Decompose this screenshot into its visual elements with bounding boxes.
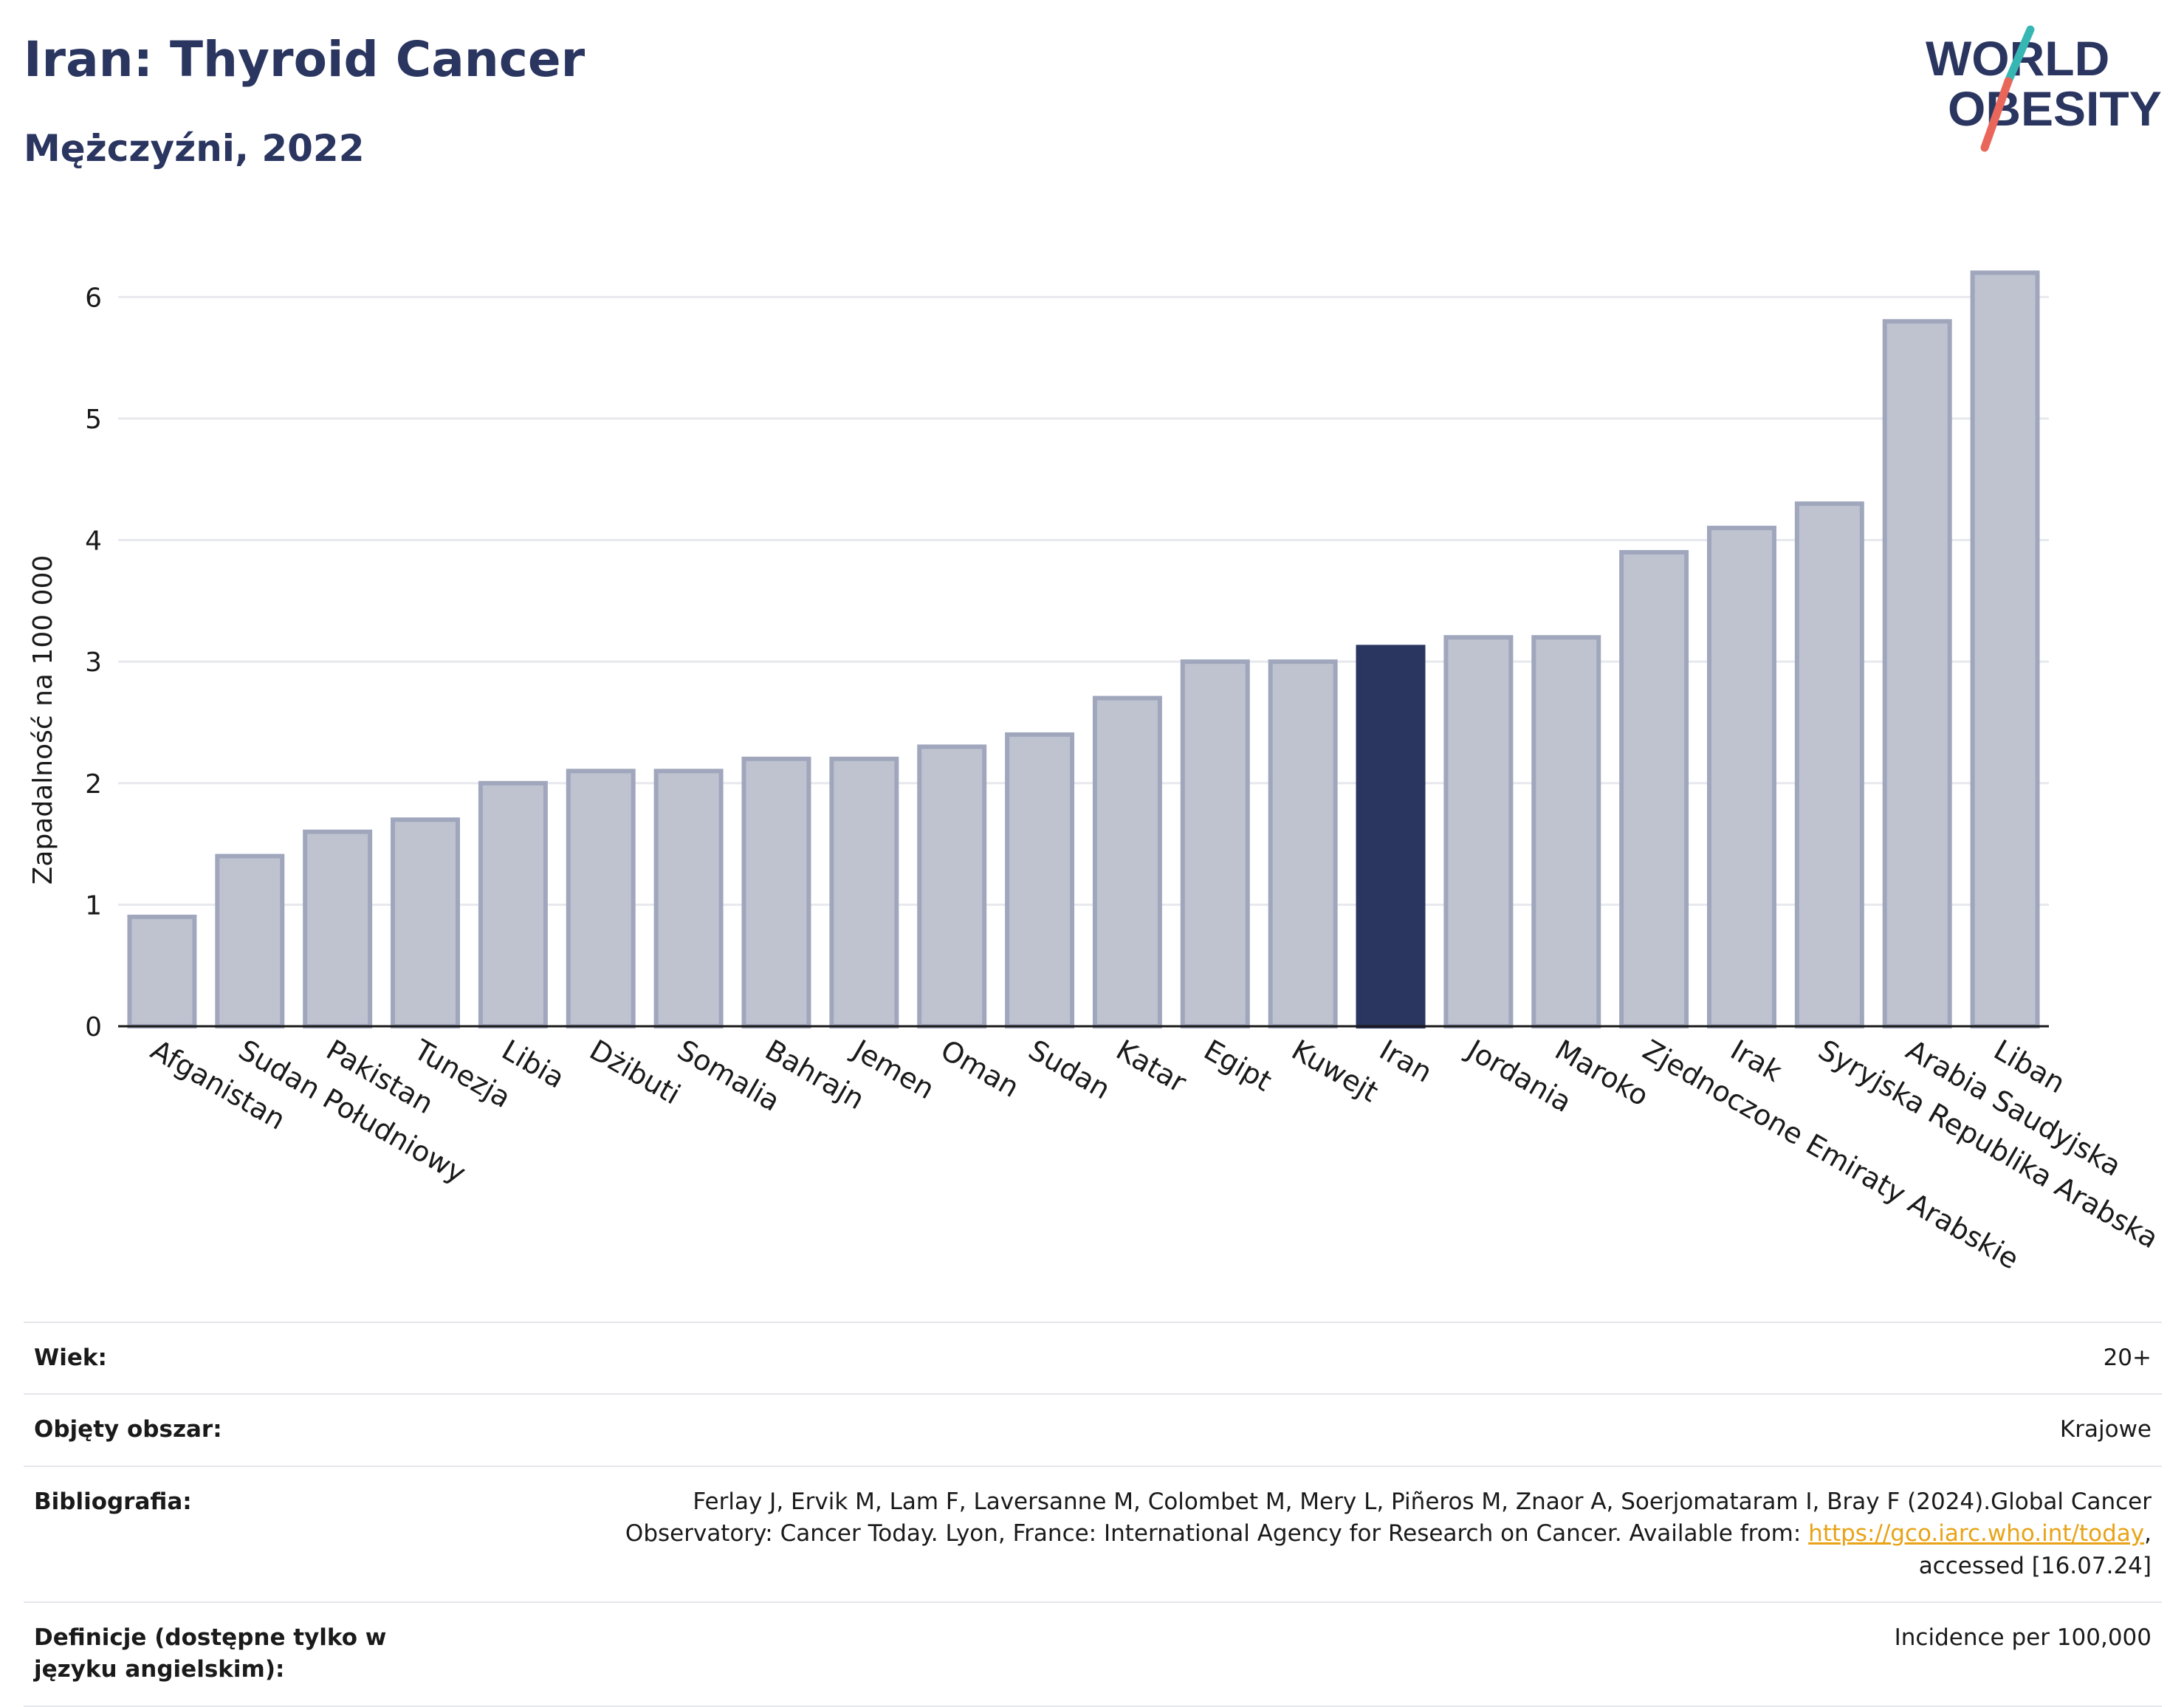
x-tick-label: Sudan	[1023, 1034, 1116, 1106]
bar-iran	[1356, 645, 1426, 1028]
logo-line2: OBESITY	[1948, 81, 2162, 136]
y-tick-label: 5	[85, 405, 102, 435]
y-axis-label: Zapadalność na 100 000	[28, 555, 58, 885]
bar-d-ibuti	[566, 769, 636, 1028]
bar-zjednoczone-emiraty-arabskie	[1619, 550, 1689, 1028]
bar-pakistan	[303, 829, 373, 1028]
info-row-coverage: Objęty obszar: Krajowe	[24, 1393, 2162, 1465]
bar-bahrajn	[741, 756, 811, 1028]
y-tick-label: 6	[85, 283, 102, 313]
bar-irak	[1706, 526, 1776, 1029]
coverage-label: Objęty obszar:	[34, 1416, 222, 1443]
bars	[127, 270, 2040, 1029]
x-tick-label: Egipt	[1198, 1034, 1277, 1098]
bar-liban	[1970, 270, 2040, 1028]
bar-egipt	[1180, 659, 1250, 1029]
bar-syryjska-republika-arabska	[1794, 501, 1864, 1028]
bar-somalia	[653, 769, 724, 1028]
info-row-definitions: Definicje (dostępne tylko w języku angie…	[24, 1601, 2162, 1707]
bibliography-link[interactable]: https://gco.iarc.who.int/today	[1808, 1520, 2145, 1548]
x-tick-label: Katar	[1110, 1034, 1192, 1099]
bar-jemen	[829, 756, 899, 1028]
info-table: Wiek: 20+ Objęty obszar: Krajowe Bibliog…	[24, 1322, 2162, 1707]
bar-sudan	[1005, 732, 1075, 1029]
coverage-value: Krajowe	[2059, 1416, 2152, 1443]
chart-subtitle: Mężczyźni, 2022	[24, 127, 365, 170]
y-tick-label: 1	[85, 890, 102, 921]
y-tick-label: 0	[85, 1012, 102, 1043]
world-obesity-logo: WORLD OBESITY	[1926, 25, 2162, 152]
bar-sudan-po-udniowy	[215, 854, 285, 1028]
definitions-label: Definicje (dostępne tylko w języku angie…	[34, 1624, 387, 1683]
logo-slash-teal	[2004, 25, 2035, 86]
y-tick-label: 2	[85, 769, 102, 800]
x-tick-label: Dżibuti	[584, 1034, 686, 1111]
bibliography-value: Ferlay J, Ervik M, Lam F, Laversanne M, …	[625, 1486, 2152, 1582]
bibliography-label: Bibliografia:	[34, 1488, 192, 1515]
bar-arabia-saudyjska	[1882, 319, 1952, 1028]
definitions-value: Incidence per 100,000	[1894, 1624, 2152, 1651]
age-label: Wiek:	[34, 1344, 107, 1371]
bibliography-line3: accessed [16.07.24]	[1918, 1552, 2152, 1579]
chart-title: Iran: Thyroid Cancer	[24, 31, 586, 88]
bibliography-line1: Ferlay J, Ervik M, Lam F, Laversanne M, …	[693, 1488, 2152, 1515]
bar-maroko	[1531, 635, 1601, 1028]
x-tick-label: Kuwejt	[1286, 1034, 1384, 1109]
info-row-age: Wiek: 20+	[24, 1322, 2162, 1393]
bibliography-line2-end: ,	[2144, 1520, 2152, 1548]
y-tick-label: 3	[85, 648, 102, 678]
bar-libia	[478, 780, 548, 1028]
bar-oman	[917, 744, 987, 1029]
logo-slash-coral	[1980, 77, 2013, 152]
x-tick-label: Oman	[935, 1034, 1025, 1104]
y-tick-labels: 0 1 2 3 4 5 6	[85, 283, 102, 1043]
y-tick-label: 4	[85, 526, 102, 557]
bar-kuwejt	[1268, 659, 1338, 1029]
bar-tunezja	[391, 817, 461, 1029]
info-row-bibliography: Bibliografia: Ferlay J, Ervik M, Lam F, …	[24, 1465, 2162, 1601]
bar-jordania	[1443, 635, 1514, 1028]
bar-afganistan	[127, 914, 197, 1028]
x-tick-label: Iran	[1374, 1034, 1438, 1089]
x-tick-label: Syryjska Republika Arabska	[1813, 1034, 2163, 1255]
bar-katar	[1092, 695, 1162, 1028]
age-value: 20+	[2103, 1344, 2152, 1371]
bibliography-line2: Observatory: Cancer Today. Lyon, France:…	[625, 1520, 1809, 1548]
